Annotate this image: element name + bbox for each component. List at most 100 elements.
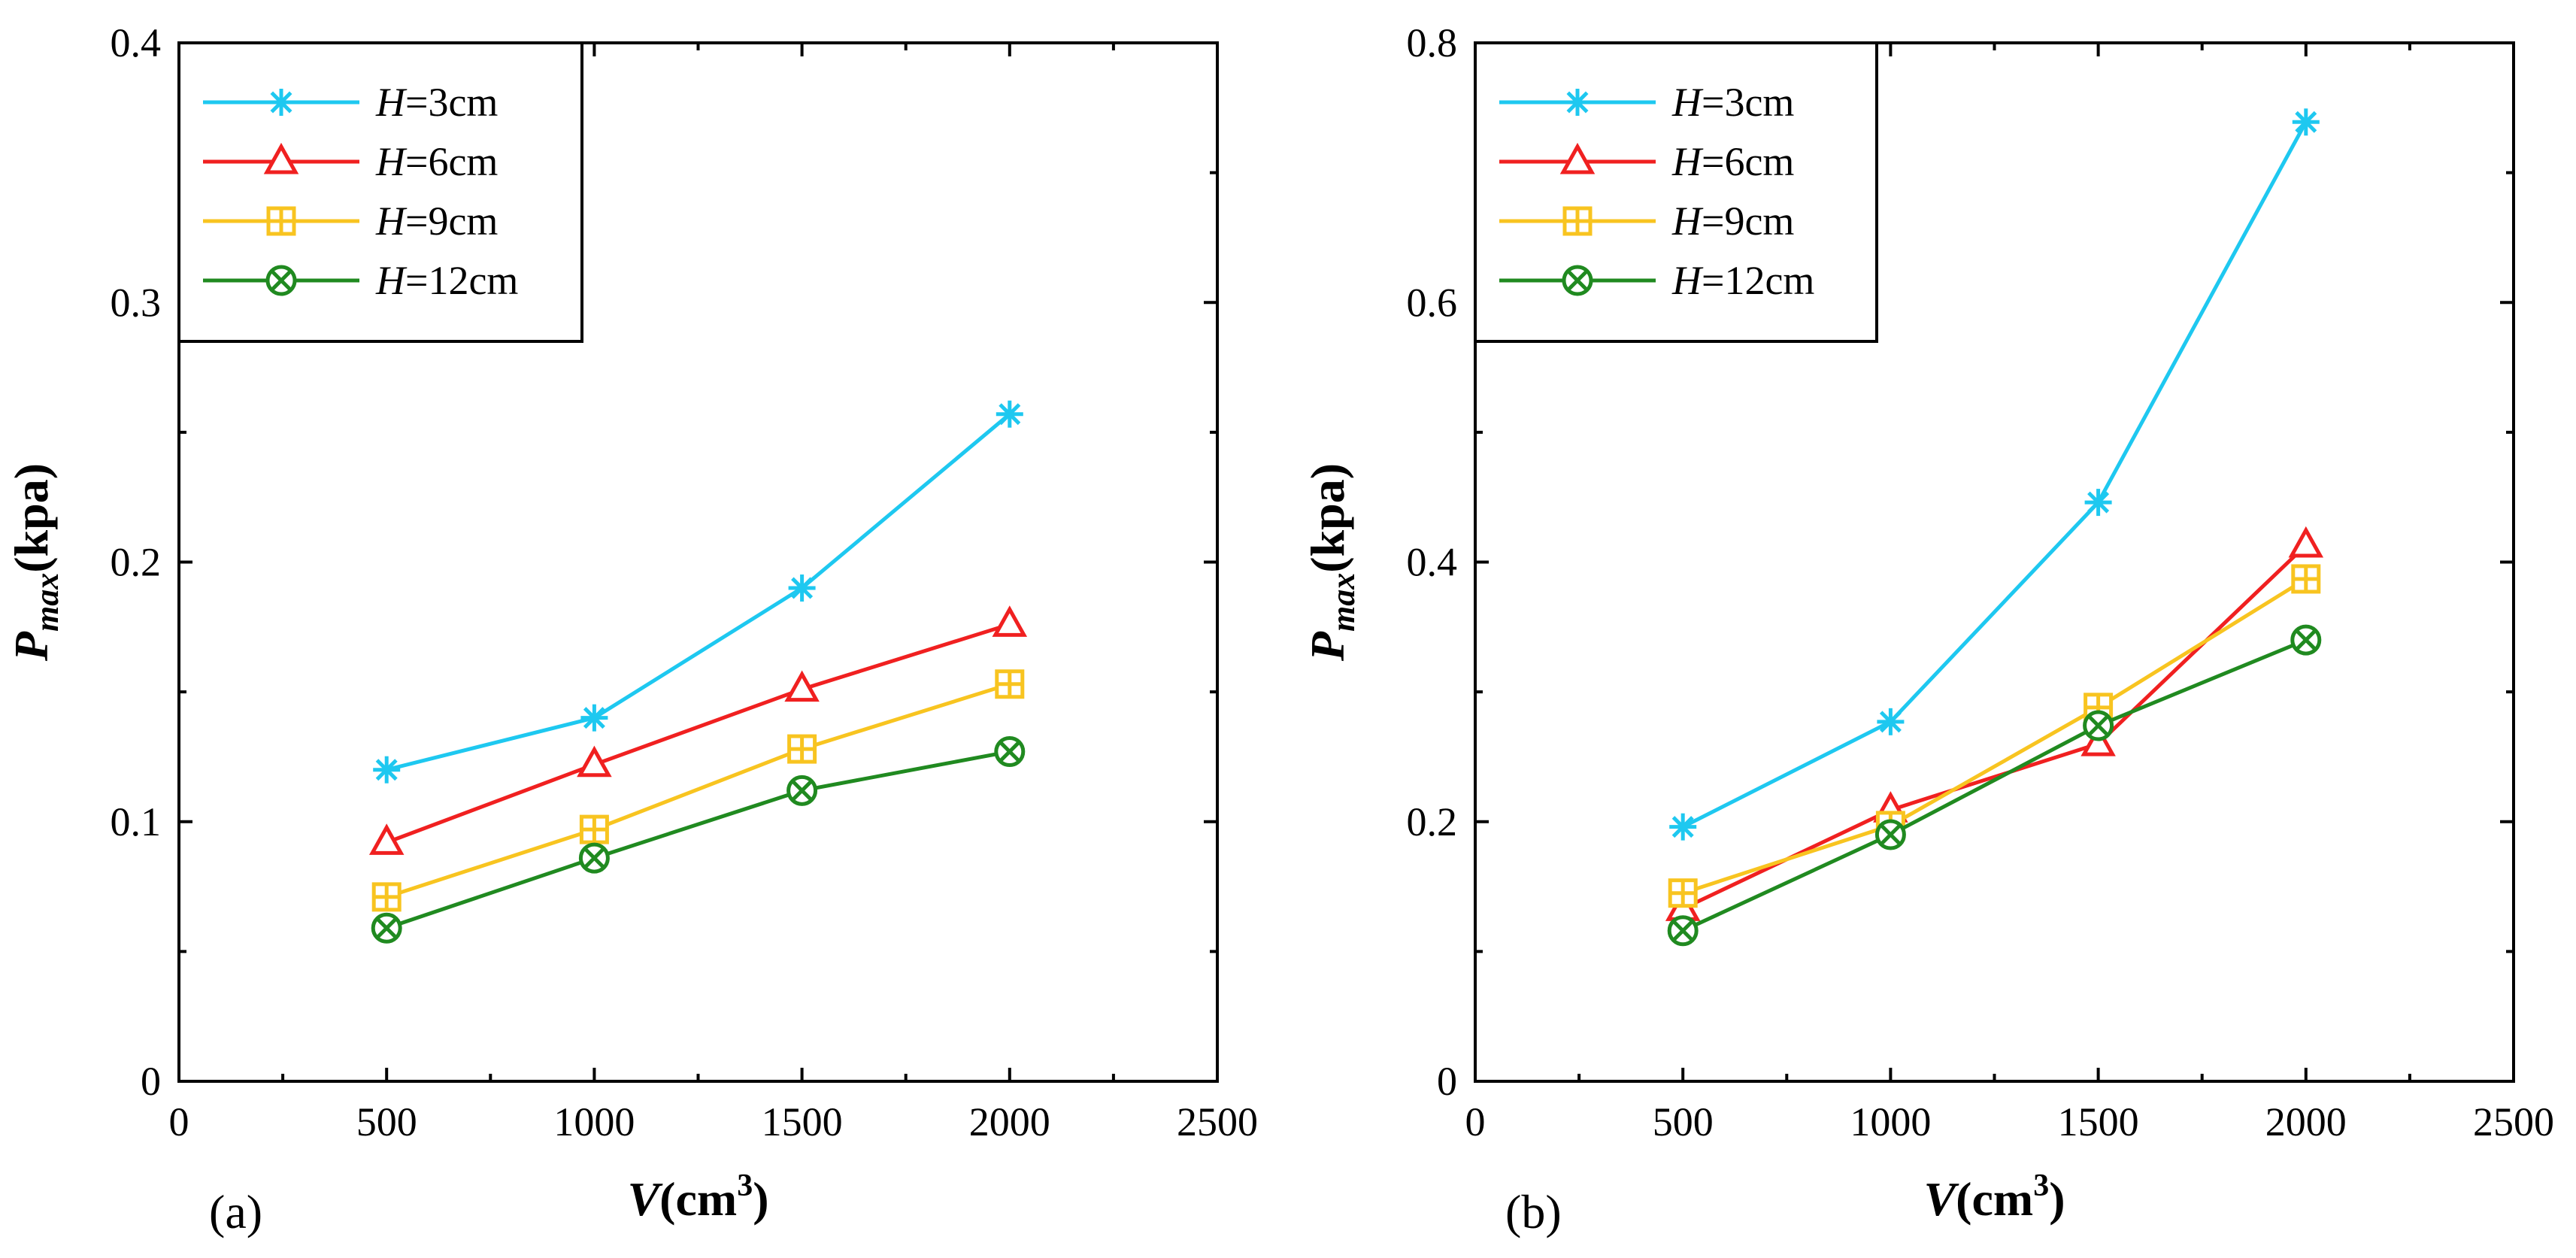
data-point-star: [2292, 108, 2320, 136]
y-axis-title: Pmax(kpa): [5, 463, 65, 662]
series-h6: [368, 605, 1028, 855]
data-point-circle-x: [371, 912, 402, 944]
legend-marker-circle-x: [265, 265, 297, 296]
legend-label: H=12cm: [1671, 258, 1814, 303]
x-axis-unit: (cm: [1956, 1172, 2033, 1226]
series-line: [386, 622, 1011, 844]
legend-entry: H=3cm: [203, 80, 498, 125]
y-tick-label: 0.3: [111, 280, 162, 325]
legend-marker-star-stroke: [270, 91, 292, 114]
y-tick-label: 0.8: [1407, 20, 1458, 65]
legend-label: H=6cm: [1671, 139, 1794, 184]
data-point-square-plus: [995, 669, 1025, 699]
legend-label-var: H: [1671, 258, 1704, 303]
y-axis-unit: (kpa): [5, 463, 58, 573]
y-tick-label: 0: [141, 1059, 161, 1104]
data-point-star-stroke: [791, 577, 814, 599]
legend-label-value: =9cm: [1702, 199, 1794, 244]
legend-marker-triangle: [263, 142, 299, 174]
data-point-triangle: [992, 605, 1028, 637]
legend-label-value: =9cm: [405, 199, 498, 244]
legend-label-value: =12cm: [405, 258, 518, 303]
legend-label-var: H: [375, 199, 408, 244]
chart-panel-a: 0 500 1000 1500 2000 2500 0 0.1 0.2 0.3 0.4 Pmax(kp…: [5, 20, 1258, 1238]
legend-marker-star: [1564, 89, 1591, 116]
legend-label-var: H: [1671, 139, 1704, 184]
x-tick-label: 0: [1465, 1099, 1486, 1144]
series-h3: [373, 400, 1023, 784]
legend-label: H=3cm: [375, 80, 498, 125]
chart-panel-b: 0 500 1000 1500 2000 2500 0 0.2 0.4 0.6 0.8 Pmax(kp…: [1301, 20, 2554, 1238]
x-tick-label: 500: [1653, 1099, 1714, 1144]
data-point-star-stroke: [2087, 491, 2110, 514]
legend-label-var: H: [1671, 199, 1704, 244]
y-tick-label: 0.4: [111, 20, 162, 65]
legend-entry: H=9cm: [1499, 199, 1794, 244]
data-point-star: [788, 574, 816, 602]
x-tick-label: 1500: [2058, 1099, 2139, 1144]
x-tick-label: 2500: [2473, 1099, 2554, 1144]
y-tick-label: 0.4: [1407, 540, 1458, 585]
x-tick-label: 500: [356, 1099, 417, 1144]
panel-label: (b): [1505, 1185, 1562, 1238]
data-point-square-plus: [1668, 878, 1698, 908]
data-point-circle-x: [578, 842, 610, 874]
series-line: [386, 682, 1011, 899]
panel-label: (a): [209, 1185, 262, 1238]
legend-box: [1474, 41, 1878, 343]
x-tick-label: 2000: [969, 1099, 1050, 1144]
y-tick-label: 0: [1437, 1059, 1457, 1104]
legend-label-value: =12cm: [1702, 258, 1814, 303]
series-h12: [371, 736, 1026, 944]
legend-marker-square-plus: [1562, 206, 1593, 236]
data-point-circle-x: [2083, 710, 2114, 741]
series-line: [386, 750, 1011, 930]
series-h9: [1668, 564, 2321, 908]
series-line: [386, 412, 1011, 772]
y-tick-label: 0.1: [111, 799, 162, 844]
legend-box: [177, 41, 583, 343]
x-axis-sup: 3: [2033, 1169, 2049, 1203]
data-point-circle-x-d2: [375, 917, 398, 939]
legend-label: H=6cm: [375, 139, 498, 184]
data-point-circle-x: [1874, 819, 1906, 850]
y-tick-label: 0.2: [111, 540, 162, 585]
x-axis-var: V: [1923, 1172, 1959, 1226]
data-point-star: [2084, 489, 2112, 517]
series-h12: [1667, 624, 2322, 947]
x-tick-label: 0: [169, 1099, 189, 1144]
x-axis-close: ): [753, 1172, 768, 1226]
legend-label: H=9cm: [1671, 199, 1794, 244]
data-point-star-stroke: [375, 759, 398, 781]
data-point-circle-x-d2: [583, 847, 605, 869]
y-axis-var: P: [1301, 631, 1354, 662]
legend-marker-circle-x-d2: [270, 269, 292, 292]
legend-label-var: H: [375, 139, 408, 184]
data-point-square-plus: [371, 882, 402, 912]
y-tick-label: 0.2: [1407, 799, 1458, 844]
legend-marker-square-plus: [266, 206, 296, 236]
x-axis-close: ): [2049, 1172, 2065, 1226]
legend-label-value: =3cm: [405, 80, 498, 125]
y-axis-sub: max: [29, 573, 65, 632]
data-point-circle-x: [786, 775, 818, 806]
data-point-star: [373, 756, 401, 784]
data-point-triangle: [2288, 526, 2324, 558]
x-axis-title: V(cm3): [1923, 1169, 2065, 1226]
series-line: [1682, 544, 2308, 911]
data-point-star-stroke: [1671, 816, 1694, 838]
data-point-star-stroke: [1879, 711, 1902, 733]
x-axis-unit: (cm: [659, 1172, 737, 1226]
y-axis-sub: max: [1325, 573, 1362, 632]
data-point-circle-x: [2290, 624, 2322, 656]
data-point-star-stroke: [2295, 111, 2317, 133]
data-point-triangle: [784, 670, 820, 702]
x-axis-sup: 3: [737, 1169, 753, 1203]
legend-label-var: H: [1671, 80, 1704, 125]
data-point-star-stroke: [583, 707, 605, 729]
y-axis-title: Pmax(kpa): [1301, 463, 1362, 662]
legend-marker-star-stroke: [1566, 91, 1589, 114]
x-tick-label: 1000: [1850, 1099, 1931, 1144]
